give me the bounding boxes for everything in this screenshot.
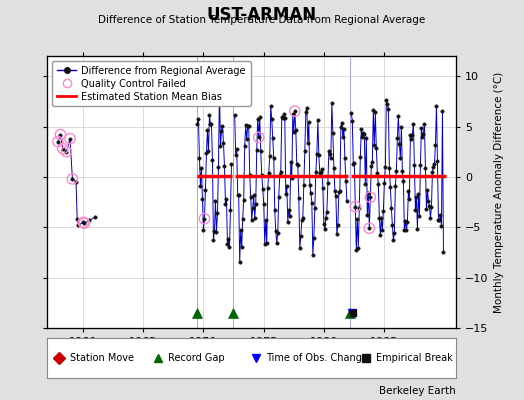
Point: [62, 148, 71, 155]
Legend: Difference from Regional Average, Quality Control Failed, Estimated Station Mean: Difference from Regional Average, Qualit…: [52, 61, 250, 106]
Text: Berkeley Earth: Berkeley Earth: [379, 386, 456, 396]
Point: [79, 219, 88, 226]
Point: [291, 108, 299, 114]
Text: UST-ARMAN: UST-ARMAN: [207, 6, 317, 24]
Text: Difference of Station Temperature Data from Regional Average: Difference of Station Temperature Data f…: [99, 15, 425, 25]
Text: Empirical Break: Empirical Break: [376, 353, 453, 363]
Point: [200, 216, 209, 222]
Point: [56, 131, 64, 138]
Y-axis label: Monthly Temperature Anomaly Difference (°C): Monthly Temperature Anomaly Difference (…: [494, 71, 504, 313]
Point: [255, 134, 263, 141]
Point: [66, 136, 74, 142]
Point: [351, 203, 359, 210]
Point: [365, 225, 374, 232]
Text: Time of Obs. Change: Time of Obs. Change: [266, 353, 368, 363]
Point: [366, 194, 375, 200]
Text: Station Move: Station Move: [70, 353, 134, 363]
Point: [54, 138, 62, 145]
Point: [68, 176, 77, 182]
Text: Record Gap: Record Gap: [168, 353, 224, 363]
Point: [59, 146, 67, 152]
Point: [80, 220, 89, 226]
